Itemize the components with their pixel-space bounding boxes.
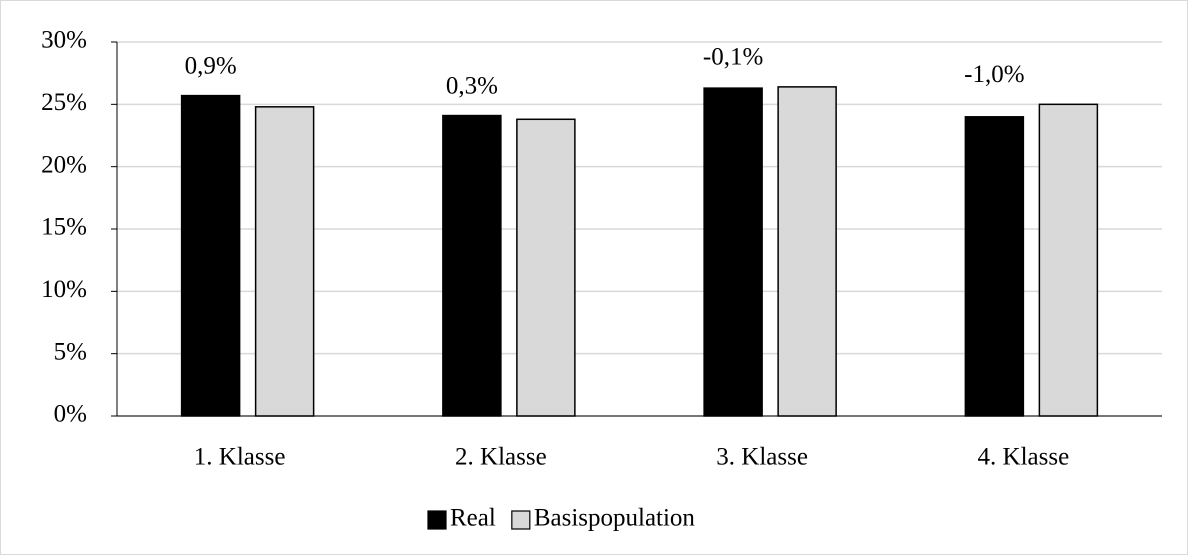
x-tick-label: 1. Klasse — [194, 444, 286, 471]
x-tick-label: 2. Klasse — [455, 444, 547, 471]
annotation: 0,9% — [185, 52, 237, 79]
bar — [180, 94, 241, 417]
y-tick-label: 20% — [41, 151, 87, 178]
y-tick-label: 5% — [54, 338, 87, 365]
y-tick-label: 10% — [41, 276, 87, 303]
x-tick-label: 3. Klasse — [716, 444, 808, 471]
bar — [1038, 103, 1099, 417]
bar — [516, 118, 576, 417]
x-tick-label: 4. Klasse — [978, 444, 1070, 471]
y-tick-label: 0% — [54, 401, 87, 428]
y-tick-label: 25% — [41, 89, 87, 116]
legend-label: Real — [450, 505, 496, 532]
bar — [254, 106, 315, 417]
annotation: -0,1% — [703, 44, 763, 71]
annotation: -1,0% — [964, 61, 1024, 88]
y-tick-label: 15% — [41, 214, 87, 241]
bar — [964, 116, 1025, 417]
legend-label: Basispopulation — [534, 505, 696, 532]
legend-swatch — [511, 510, 531, 530]
annotation: 0,3% — [446, 72, 498, 99]
bar — [777, 86, 837, 417]
legend-swatch — [427, 510, 447, 530]
bar — [703, 87, 763, 417]
bar — [442, 114, 502, 417]
y-tick-label: 30% — [41, 27, 87, 54]
